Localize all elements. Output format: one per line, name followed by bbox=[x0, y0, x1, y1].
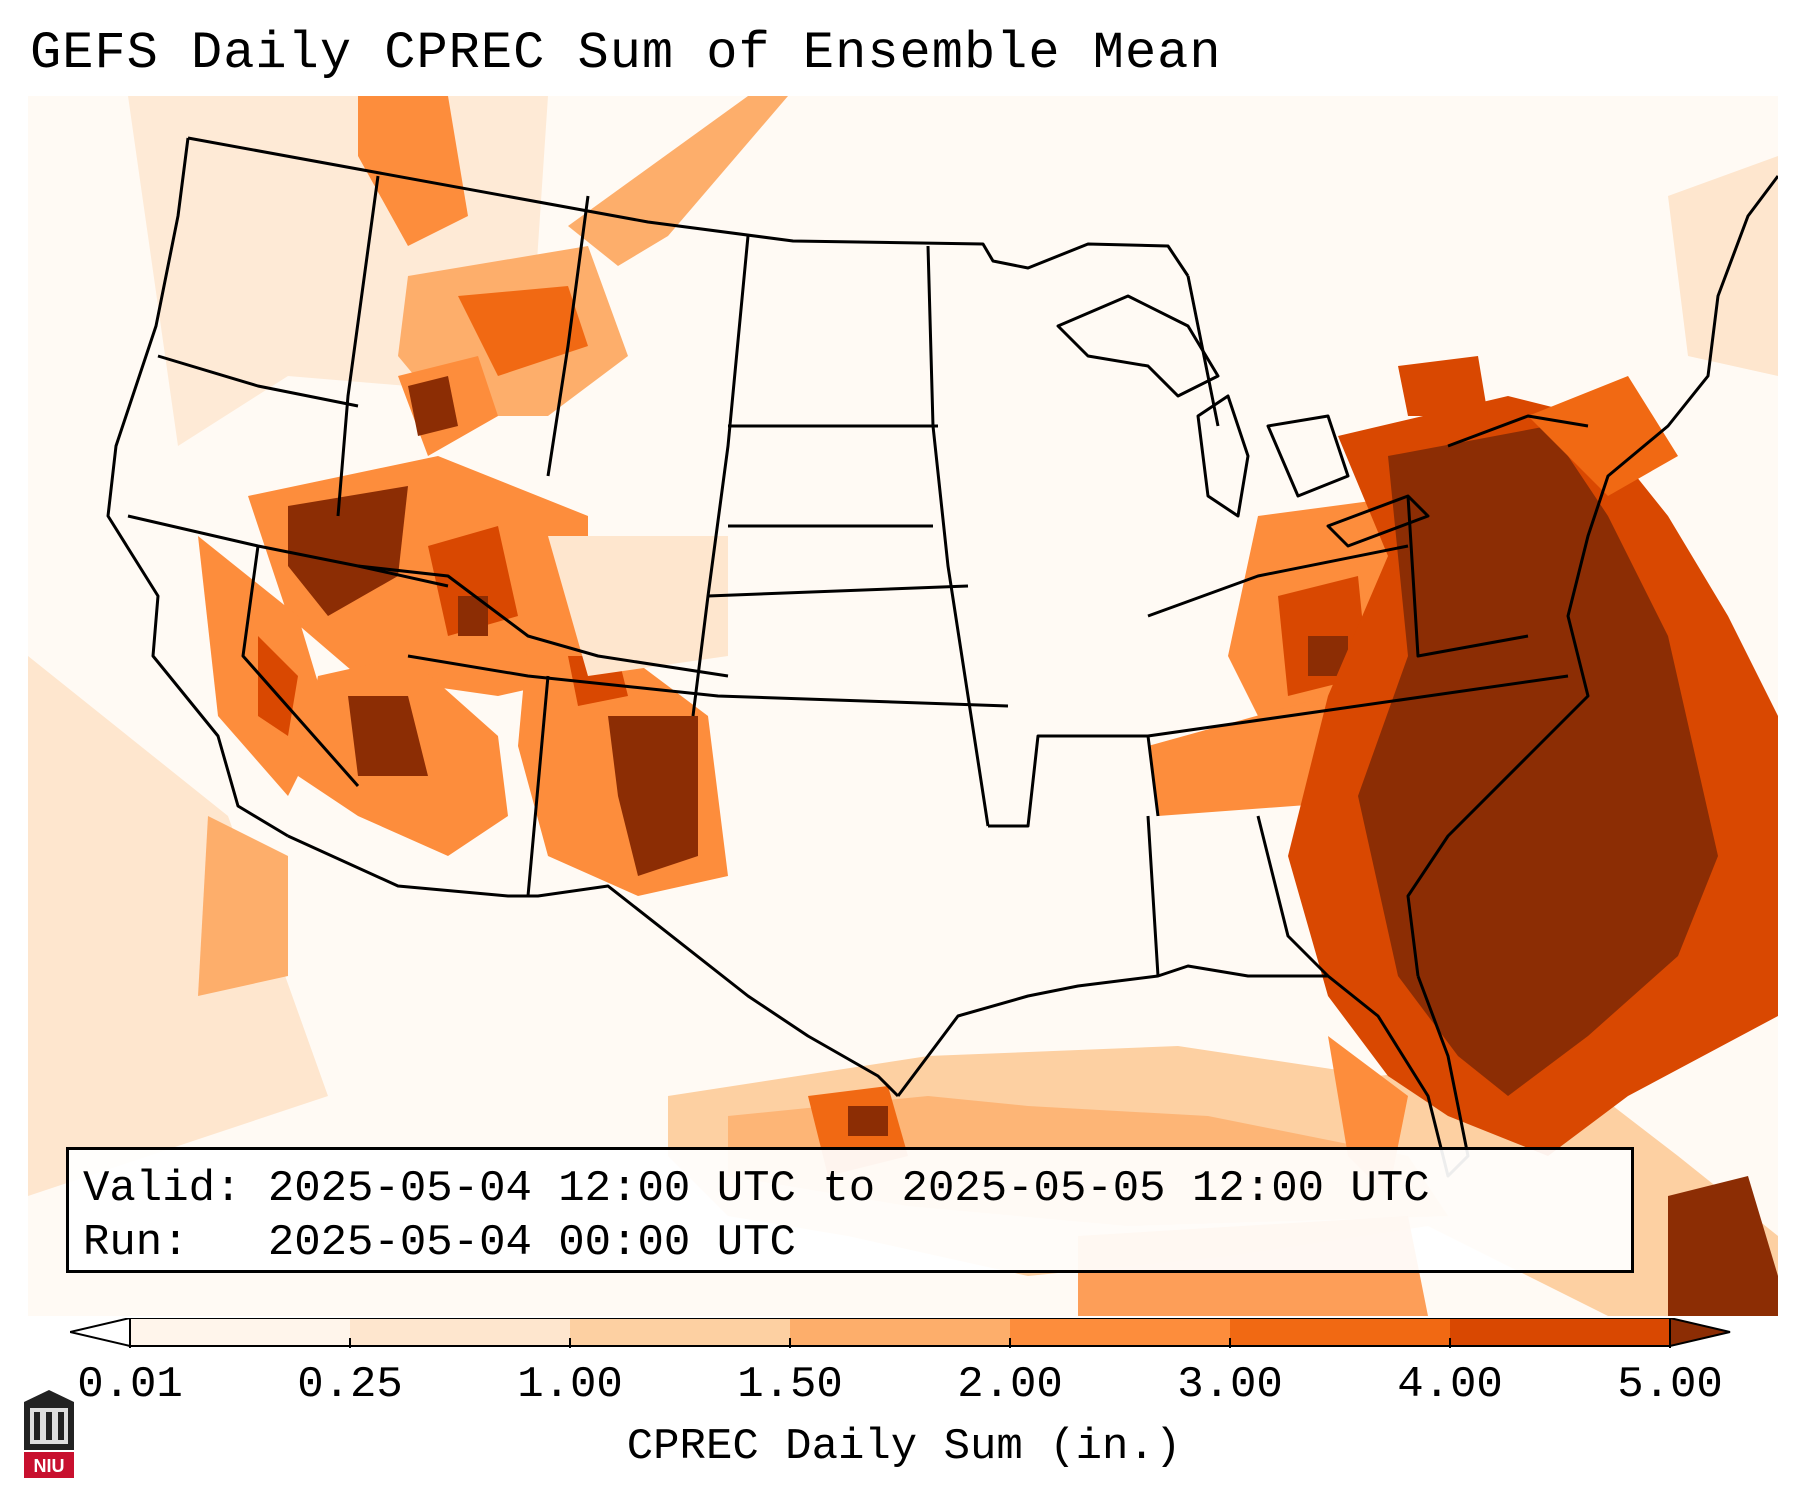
map-panel bbox=[28, 96, 1778, 1316]
colorbar-tick-label: 5.00 bbox=[1617, 1360, 1723, 1410]
border-al-ms bbox=[1146, 815, 1160, 977]
border-tn-nc bbox=[1147, 674, 1569, 738]
border-ca-nv bbox=[241, 545, 360, 787]
colorbar-label: CPREC Daily Sum (in.) bbox=[626, 1422, 1182, 1472]
colorbar-segment bbox=[570, 1318, 791, 1346]
east-coastline bbox=[1406, 175, 1778, 977]
logo-badge bbox=[24, 1452, 74, 1478]
colorbar-under-extension bbox=[70, 1318, 131, 1348]
lake-superior bbox=[1056, 294, 1220, 398]
colorbar-tick-label: 0.25 bbox=[297, 1360, 403, 1410]
border-mn-ia-mo bbox=[926, 245, 990, 827]
colorbar-segment bbox=[1450, 1318, 1671, 1346]
colorbar-segment bbox=[1230, 1318, 1451, 1346]
lake-erie bbox=[1326, 494, 1430, 548]
lake-michigan bbox=[1196, 394, 1250, 518]
colorbar-tick-label: 0.01 bbox=[77, 1360, 183, 1410]
west-coastline bbox=[106, 137, 289, 838]
border-ny-ne bbox=[1447, 414, 1589, 448]
valid-time-text: Valid: 2025-05-04 12:00 UTC to 2025-05-0… bbox=[83, 1164, 1430, 1214]
border-az-nm-ok bbox=[407, 654, 1009, 708]
colorbar-tick-label: 2.00 bbox=[957, 1360, 1063, 1410]
precip-map bbox=[28, 96, 1778, 1316]
colorbar-tick-label: 1.00 bbox=[517, 1360, 623, 1410]
colorbar-segment bbox=[350, 1318, 571, 1346]
colorbar-tick-label: 3.00 bbox=[1177, 1360, 1283, 1410]
map-title: GEFS Daily CPREC Sum of Ensemble Mean bbox=[30, 24, 1222, 83]
border-pa-va bbox=[1406, 495, 1529, 658]
border-mt bbox=[546, 195, 590, 477]
colorbar-tick-label: 4.00 bbox=[1397, 1360, 1503, 1410]
border-nd-sd-ne bbox=[691, 235, 750, 717]
colorbar-tick-label: 1.50 bbox=[737, 1360, 843, 1410]
colorbar-segment bbox=[130, 1318, 351, 1346]
border-wi-mi bbox=[1186, 275, 1220, 427]
logo-text: NIU bbox=[34, 1456, 65, 1476]
border-wa-or bbox=[157, 354, 359, 408]
colorbar bbox=[70, 1318, 1731, 1348]
border-ks-ok bbox=[707, 584, 969, 598]
us-mexico-border bbox=[287, 834, 900, 1098]
colorbar-over-extension bbox=[1669, 1318, 1731, 1348]
coastlines-and-borders bbox=[106, 136, 1778, 1178]
border-ga-fl bbox=[1256, 815, 1330, 978]
colorbar-segment bbox=[790, 1318, 1011, 1346]
niu-logo: NIU bbox=[24, 1390, 74, 1478]
colorbar-outline bbox=[129, 1318, 1671, 1347]
border-oh-ky bbox=[1147, 544, 1409, 618]
border-az-nm bbox=[526, 675, 550, 897]
precip-shading bbox=[28, 96, 1778, 1316]
run-time-text: Run: 2025-05-04 00:00 UTC bbox=[83, 1218, 796, 1268]
valid-run-info-box: Valid: 2025-05-04 12:00 UTC to 2025-05-0… bbox=[66, 1147, 1634, 1273]
us-canada-border bbox=[187, 136, 1190, 277]
colorbar-segment bbox=[1010, 1318, 1231, 1346]
border-ar-la bbox=[988, 734, 1160, 828]
border-id-wa bbox=[336, 175, 380, 517]
lake-huron bbox=[1266, 414, 1350, 498]
border-ut-co bbox=[357, 564, 729, 678]
border-or-nv bbox=[127, 514, 449, 588]
